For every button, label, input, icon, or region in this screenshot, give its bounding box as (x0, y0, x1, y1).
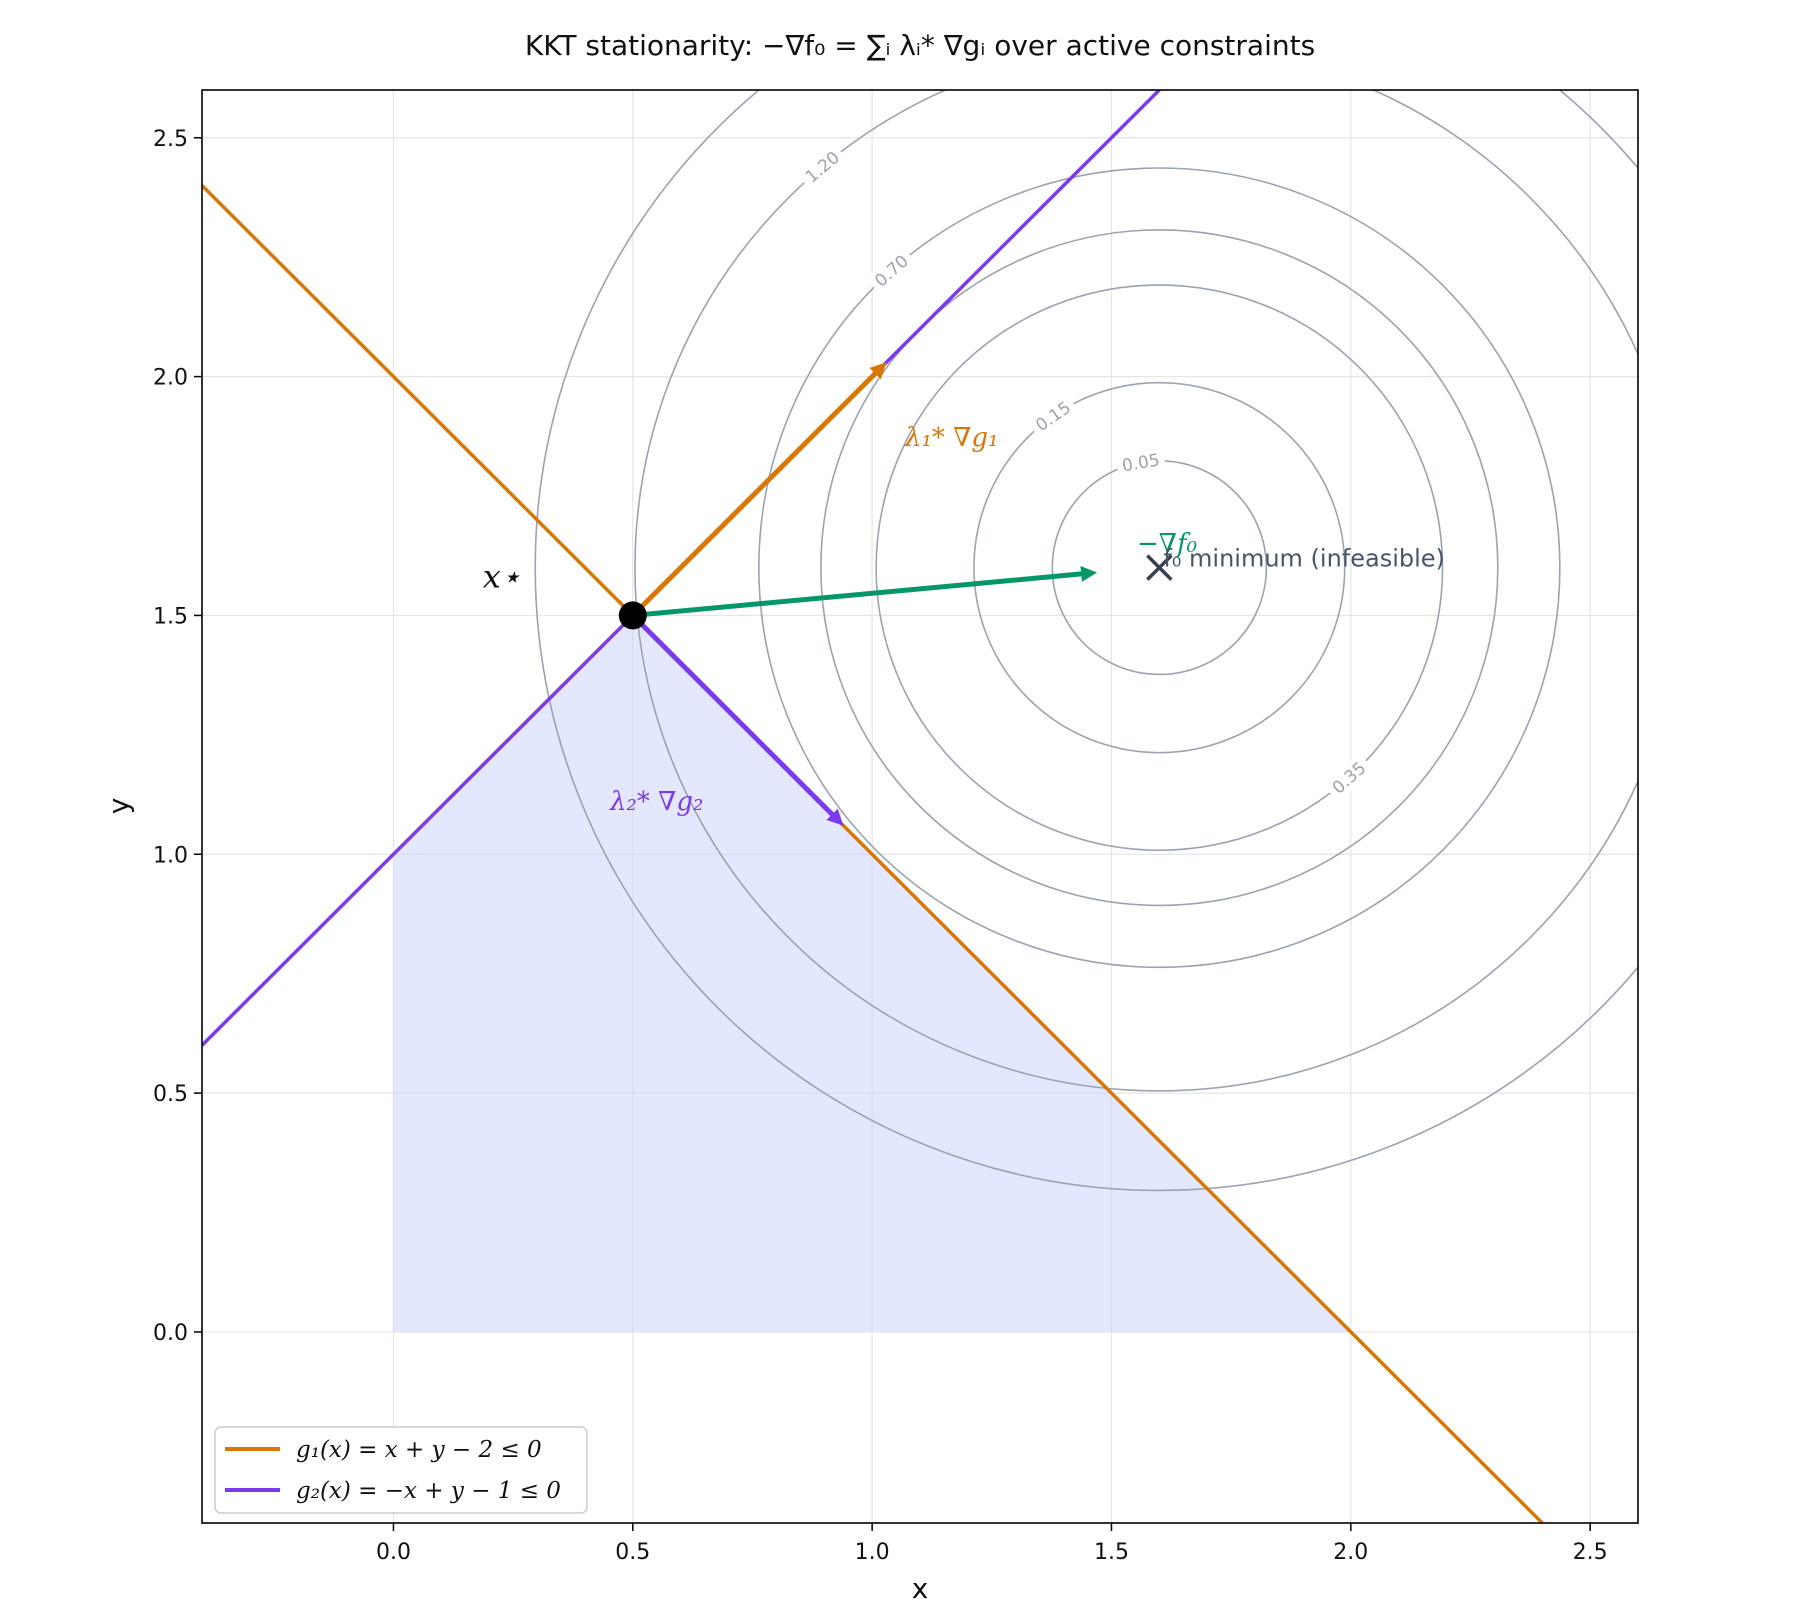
optimum-point (618, 601, 647, 630)
vector-label-0: λ₁* ∇g₁ (904, 423, 998, 453)
x-tick-label-3: 1.5 (1094, 1540, 1129, 1565)
optimum-label: x⋆ (483, 557, 521, 595)
legend-label-g1: g₁(x) = x + y − 2 ≤ 0 (296, 1437, 542, 1463)
legend: g₁(x) = x + y − 2 ≤ 0 g₂(x) = −x + y − 1… (214, 1426, 588, 1514)
contour-3 (820, 229, 1499, 907)
chart-title: KKT stationarity: −∇f₀ = ∑ᵢ λᵢ* ∇gᵢ over… (525, 29, 1315, 62)
legend-box (214, 1426, 588, 1514)
y-axis-label: y (102, 798, 135, 815)
vector-label-1: λ₂* ∇g₂ (609, 787, 703, 817)
constraint-line-g1 (202, 184, 1544, 1523)
y-tick-label-5: 2.5 (153, 127, 188, 152)
vector-head-2 (1080, 565, 1098, 582)
contour-5 (634, 90, 1638, 1092)
x-tick-label-0: 0.0 (376, 1540, 411, 1565)
contour-2 (875, 284, 1444, 852)
vector-shaft-2 (630, 571, 1084, 618)
contour-4 (758, 167, 1561, 969)
y-tick-label-2: 1.0 (153, 843, 188, 868)
y-tick-label-4: 2.0 (153, 366, 188, 391)
contour-label-bg-4 (866, 246, 917, 295)
feasible-region (393, 615, 1351, 1332)
contour-label-bg-2 (1323, 753, 1375, 802)
x-tick-label-2: 1.0 (855, 1540, 890, 1565)
x-tick-label-1: 0.5 (615, 1540, 650, 1565)
unconstrained-minimum-marker (1146, 554, 1173, 581)
unconstrained-minimum-label: f₀ minimum (infeasible) (1163, 545, 1445, 573)
contour-label-bg-1 (1027, 393, 1079, 439)
vector-shaft-1 (630, 612, 835, 817)
vector-head-0 (869, 362, 887, 380)
y-tick-label-0: 0.0 (153, 1321, 188, 1346)
x-tick-label-4: 2.0 (1333, 1540, 1368, 1565)
legend-label-g2: g₂(x) = −x + y − 1 ≤ 0 (296, 1478, 561, 1504)
vector-head-1 (826, 808, 844, 826)
plot-frame (201, 89, 1639, 1524)
y-tick-label-1: 0.5 (153, 1082, 188, 1107)
x-tick-label-5: 2.5 (1573, 1540, 1608, 1565)
vector-label-2: −∇f₀ (1137, 529, 1198, 559)
contour-6 (534, 90, 1638, 1192)
contour-label-bg-5 (796, 142, 848, 191)
vector-shaft-0 (630, 371, 878, 618)
contour-1 (973, 381, 1346, 754)
axes: 0.0 0.5 1.0 1.5 2.0 2.5 0.0 0.5 1.0 1.5 2.0 2.5 (153, 127, 1608, 1565)
x-axis-label: x (912, 1572, 929, 1605)
contour-label-bg-0 (1115, 447, 1167, 478)
y-tick-label-3: 1.5 (153, 604, 188, 629)
